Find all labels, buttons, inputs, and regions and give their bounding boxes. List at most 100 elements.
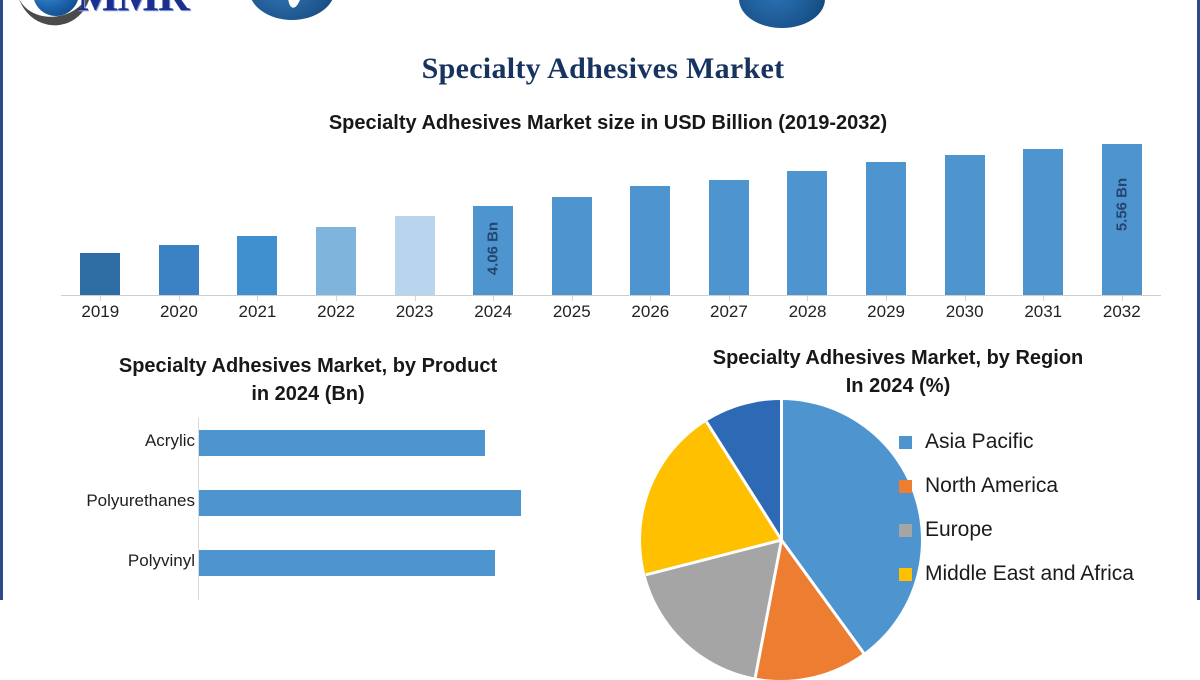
x-label-2027: 2027 bbox=[710, 302, 748, 321]
x-label-2026: 2026 bbox=[631, 302, 670, 321]
bar-2031 bbox=[1023, 148, 1064, 301]
x-tick bbox=[1121, 295, 1123, 301]
brand-logo-text: MMR bbox=[77, 0, 190, 21]
bar-slot bbox=[140, 144, 219, 301]
globe-sphere-icon bbox=[33, 0, 79, 16]
legend-item: North America bbox=[899, 464, 1189, 508]
product-label-polyurethanes: Polyurethanes bbox=[86, 491, 195, 510]
market-size-x-tick-labels: 2019 2020 2021 2022 2023 2024 2025 2026 2027 2028… bbox=[61, 302, 1161, 322]
pie-slice-separator bbox=[645, 538, 782, 577]
x-tick bbox=[100, 295, 102, 301]
product-chart: Specialty Adhesives Market, by Product i… bbox=[13, 352, 603, 600]
x-label-2030: 2030 bbox=[945, 302, 984, 321]
header-left-note: Adhesives Market in 2024. bbox=[398, 0, 728, 2]
product-row: Polyurethanes bbox=[13, 478, 603, 538]
bar-value-label-2032: 5.56 Bn bbox=[1113, 177, 1131, 232]
x-tick bbox=[493, 295, 495, 301]
product-chart-title-line2: in 2024 (Bn) bbox=[251, 383, 365, 405]
region-legend: Asia Pacific North America Europe Middle Ea… bbox=[899, 420, 1189, 596]
product-chart-title-line1: Specialty Adhesives Market, by Product bbox=[118, 355, 498, 377]
x-label-2029: 2029 bbox=[867, 302, 905, 321]
bar-2032: 5.56 Bn bbox=[1101, 144, 1142, 301]
x-tick bbox=[964, 295, 966, 301]
legend-swatch-icon bbox=[899, 523, 912, 537]
legend-swatch-icon bbox=[899, 567, 912, 581]
x-label-2024: 2024 bbox=[474, 302, 513, 321]
x-tick bbox=[1043, 295, 1045, 301]
product-bar-track bbox=[199, 478, 603, 538]
product-bar-polyvinyl bbox=[199, 550, 495, 576]
bar-2019 bbox=[80, 252, 121, 301]
x-tick bbox=[886, 295, 888, 301]
x-tick bbox=[571, 295, 573, 301]
bar-slot bbox=[297, 144, 376, 301]
bar-slot bbox=[532, 144, 611, 301]
bar-2021 bbox=[237, 236, 278, 301]
header-right-disc-icon bbox=[739, 0, 825, 28]
x-tick bbox=[257, 295, 259, 301]
pie-slice-separator bbox=[779, 539, 865, 655]
x-label-2019: 2019 bbox=[81, 302, 120, 321]
region-pie bbox=[641, 400, 921, 680]
x-tick bbox=[650, 295, 652, 301]
legend-item: Asia Pacific bbox=[899, 420, 1189, 464]
x-label-2020: 2020 bbox=[159, 302, 198, 321]
legend-swatch-icon bbox=[899, 479, 912, 493]
product-bar-acrylic bbox=[199, 430, 485, 456]
bar-slot bbox=[375, 144, 454, 301]
market-size-bars: 4.06 Bn 5.56 Bn bbox=[61, 144, 1162, 301]
x-axis-line bbox=[61, 295, 1161, 296]
bar-slot: 5.56 Bn bbox=[1083, 144, 1162, 301]
x-label-2032: 2032 bbox=[1102, 302, 1141, 321]
market-size-chart: Specialty Adhesives Market size in USD B… bbox=[43, 112, 1173, 322]
region-chart-title-line1: Specialty Adhesives Market, by Region bbox=[712, 347, 1084, 369]
pie-slice-separator bbox=[704, 420, 783, 541]
x-label-2031: 2031 bbox=[1024, 302, 1063, 321]
bar-2025 bbox=[551, 196, 592, 301]
bar-2022 bbox=[316, 227, 357, 301]
bar-2027 bbox=[708, 180, 749, 301]
bar-2030 bbox=[944, 154, 985, 301]
header-band: MMR Adhesives Market in 2024. 2024-2032 bbox=[3, 0, 1200, 48]
bar-slot: 4.06 Bn bbox=[454, 144, 533, 301]
legend-label: Asia Pacific bbox=[925, 430, 1034, 453]
x-label-2028: 2028 bbox=[788, 302, 827, 321]
pie-slice-separator bbox=[779, 400, 783, 540]
x-tick bbox=[414, 295, 416, 301]
legend-label: Europe bbox=[925, 518, 993, 541]
x-label-2021: 2021 bbox=[238, 302, 277, 321]
x-tick bbox=[336, 295, 338, 301]
product-row: Acrylic bbox=[13, 418, 603, 478]
bar-slot bbox=[1004, 144, 1083, 301]
bar-2024: 4.06 Bn bbox=[473, 205, 514, 301]
region-chart: Specialty Adhesives Market, by Region In… bbox=[603, 344, 1193, 680]
product-bar-track bbox=[199, 418, 603, 478]
region-pie-wrap bbox=[613, 400, 923, 680]
legend-item: Middle East and Africa bbox=[899, 552, 1189, 596]
bar-2026 bbox=[630, 186, 671, 301]
bar-slot bbox=[925, 144, 1004, 301]
market-size-chart-title: Specialty Adhesives Market size in USD B… bbox=[328, 112, 888, 134]
globe-icon bbox=[17, 0, 99, 33]
legend-swatch-icon bbox=[899, 435, 912, 449]
page-title: Specialty Adhesives Market bbox=[421, 52, 785, 85]
legend-item: Europe bbox=[899, 508, 1189, 552]
product-bars: Acrylic Polyurethanes Polyvinyl bbox=[13, 418, 603, 598]
product-bar-track bbox=[199, 538, 603, 598]
product-bar-polyurethanes bbox=[199, 490, 521, 516]
bar-value-label-2024: 4.06 Bn bbox=[484, 221, 502, 276]
product-plot-area: Acrylic Polyurethanes Polyvinyl bbox=[13, 418, 603, 600]
bar-slot bbox=[847, 144, 926, 301]
product-label-acrylic: Acrylic bbox=[144, 431, 195, 450]
product-row: Polyvinyl bbox=[13, 538, 603, 598]
header-right-note: 2024-2032 bbox=[849, 0, 1149, 2]
bar-2020 bbox=[158, 245, 199, 301]
x-tick bbox=[178, 295, 180, 301]
badge-icon bbox=[249, 0, 341, 34]
product-y-axis-line bbox=[198, 418, 199, 600]
bar-slot bbox=[61, 144, 140, 301]
bar-2029 bbox=[866, 162, 907, 301]
x-label-2023: 2023 bbox=[395, 302, 434, 321]
x-label-2025: 2025 bbox=[552, 302, 591, 321]
